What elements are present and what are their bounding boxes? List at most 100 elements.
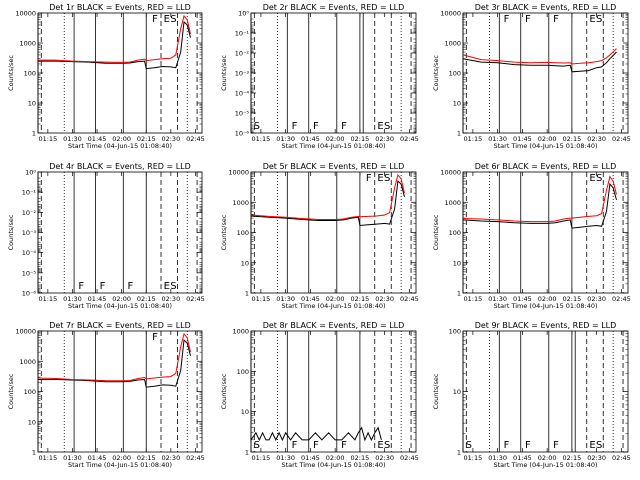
flag-letter: S [384, 121, 390, 132]
x-tick-label: 01:30 [488, 454, 507, 462]
flag-letter: F [152, 14, 158, 25]
y-tick-label: 10000 [15, 328, 36, 336]
y-tick-label: 10 [453, 100, 461, 108]
flag-letter: S [466, 440, 472, 451]
panel-det-5: Det 5r BLACK = Events, RED = LLD F E S 1 10 10… [220, 162, 419, 310]
x-tick-label: 02:30 [587, 454, 606, 462]
flag-letter: S [596, 14, 602, 25]
y-axis-label: Counts/sec [432, 55, 440, 91]
y-tick-label: 1000 [232, 328, 249, 336]
x-tick-label: 02:15 [351, 135, 370, 143]
flag-letter: E [589, 173, 595, 184]
x-tick-label: 02:45 [400, 135, 419, 143]
y-tick-label: 10000 [228, 169, 249, 177]
y-tick-label: 10⁻³ [22, 229, 37, 237]
y-tick-label: 10 [28, 100, 36, 108]
x-tick-label: 01:30 [276, 295, 295, 303]
y-tick-label: 1000 [19, 358, 36, 366]
x-tick-label: 01:15 [464, 454, 483, 462]
y-tick-label: 1 [457, 130, 461, 138]
flag-letter: S [170, 281, 176, 292]
x-tick-label: 02:15 [563, 135, 582, 143]
x-axis-label: Start Time (04-Jun-15 01:08:40) [68, 142, 172, 150]
x-tick-label: 02:30 [587, 135, 606, 143]
y-tick-label: 1 [245, 290, 249, 298]
x-tick-label: 01:30 [63, 135, 82, 143]
x-tick-label: 02:15 [137, 295, 156, 303]
panel-title: Det 8r BLACK = Events, RED = LLD [263, 321, 405, 330]
series-line-events [38, 20, 191, 70]
series-line-lld [37, 332, 191, 382]
x-axis-label: Start Time (04-Jun-15 01:08:40) [282, 142, 386, 150]
x-tick-label: 01:30 [63, 454, 82, 462]
y-tick-label: 10000 [440, 10, 461, 18]
flag-letter: S [596, 440, 602, 451]
y-tick-label: 10⁻⁶ [235, 130, 250, 138]
y-tick-label: 10 [241, 259, 249, 267]
y-tick-label: 1000 [19, 40, 36, 48]
flag-letter: F [100, 281, 106, 292]
y-tick-label: 1000 [444, 40, 461, 48]
panel-det-6: Det 6r BLACK = Events, RED = LLD E S 1 10 100… [432, 162, 631, 310]
panel-det-3: Det 3r BLACK = Events, RED = LLD F F F E S 1 10… [432, 3, 631, 150]
y-tick-label: 100 [24, 388, 36, 396]
y-tick-label: 100 [237, 368, 249, 376]
y-tick-label: 1 [32, 130, 36, 138]
x-tick-label: 01:45 [88, 454, 107, 462]
x-tick-label: 01:45 [88, 135, 107, 143]
x-tick-label: 02:15 [563, 454, 582, 462]
x-tick-label: 02:00 [538, 295, 557, 303]
x-tick-label: 01:45 [513, 295, 532, 303]
x-axis-label: Start Time (04-Jun-15 01:08:40) [494, 142, 598, 150]
flag-letter: F [504, 440, 510, 451]
x-tick-label: 02:45 [186, 135, 205, 143]
y-tick-label: 1 [457, 290, 461, 298]
flag-letter: F [313, 440, 319, 451]
x-tick-label: 02:30 [587, 295, 606, 303]
x-tick-label: 01:45 [301, 135, 320, 143]
x-axis-label: Start Time (04-Jun-15 01:08:40) [282, 461, 386, 469]
y-tick-label: 10⁻⁴ [22, 249, 37, 257]
y-tick-label: 1 [457, 449, 461, 457]
flag-letter: S [254, 440, 260, 451]
panel-title: Det 4r BLACK = Events, RED = LLD [49, 162, 191, 171]
flag-letter: S [254, 121, 260, 132]
x-tick-label: 02:00 [538, 454, 557, 462]
y-tick-label: 1000 [444, 199, 461, 207]
y-tick-label: 100 [237, 229, 249, 237]
y-tick-label: 1000 [232, 199, 249, 207]
x-tick-label: 01:30 [488, 135, 507, 143]
y-tick-label: 10⁻⁵ [235, 110, 250, 118]
panel-title: Det 2r BLACK = Events, RED = LLD [263, 3, 405, 12]
panel-title: Det 5r BLACK = Events, RED = LLD [263, 162, 405, 171]
panel-det-1: Det 1r BLACK = Events, RED = LLD F E S 1 10 10… [7, 3, 205, 150]
x-tick-label: 02:15 [563, 295, 582, 303]
series-line-lld [462, 48, 617, 65]
flag-letter: F [341, 121, 347, 132]
y-axis-label: Counts/sec [7, 55, 15, 91]
x-tick-label: 02:00 [112, 454, 131, 462]
y-axis-label: Counts/sec [7, 373, 15, 409]
y-axis-label: Counts/sec [220, 373, 228, 409]
flag-letter: E [589, 14, 595, 25]
y-tick-label: 10⁻¹ [22, 189, 37, 197]
y-tick-label: 10000 [440, 169, 461, 177]
x-tick-label: 02:15 [351, 454, 370, 462]
flag-letter: F [313, 121, 319, 132]
x-tick-label: 02:15 [137, 454, 156, 462]
y-tick-label: 10000 [15, 10, 36, 18]
series-line-events [250, 426, 382, 442]
series-line-lld [250, 173, 405, 220]
x-tick-label: 02:15 [351, 295, 370, 303]
x-tick-label: 02:00 [326, 295, 345, 303]
x-tick-label: 02:00 [326, 135, 345, 143]
x-tick-label: 02:30 [161, 135, 180, 143]
x-tick-label: 02:30 [375, 295, 394, 303]
flag-letter: F [525, 440, 531, 451]
flag-letter: E [589, 440, 595, 451]
series-line-lld [462, 175, 617, 223]
flag-letter: F [553, 14, 559, 25]
